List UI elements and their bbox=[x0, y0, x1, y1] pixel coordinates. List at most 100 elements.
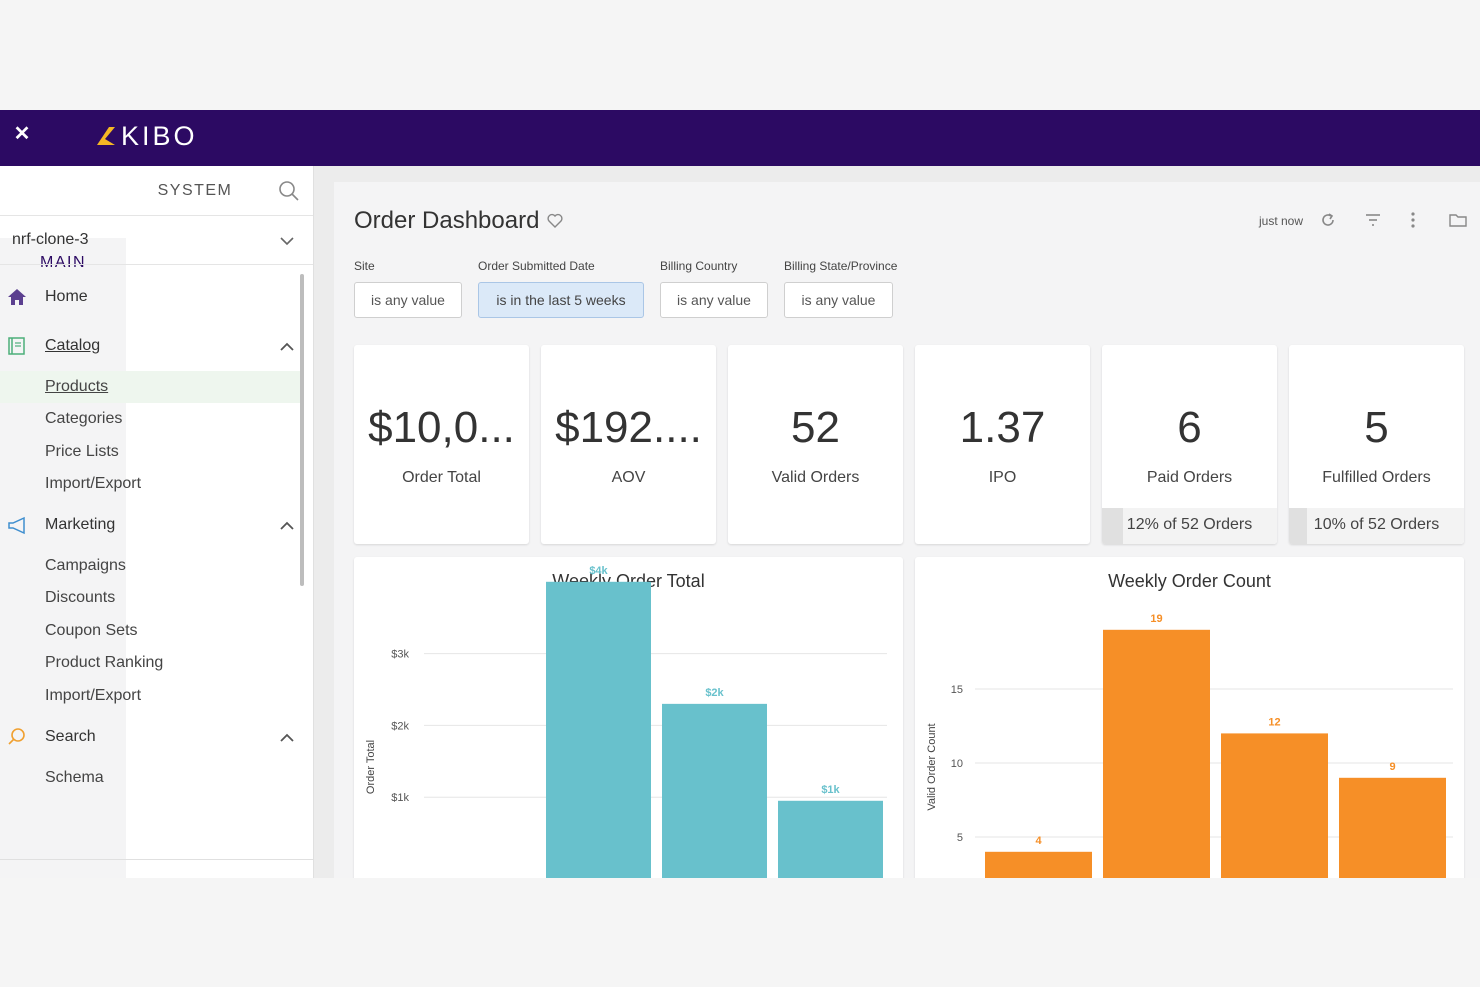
sidebar-item-schema[interactable]: Schema bbox=[0, 762, 300, 794]
tile-ipo[interactable]: 1.37 IPO bbox=[915, 345, 1090, 544]
sidebar-item-label: Import/Export bbox=[45, 687, 142, 704]
search-icon[interactable] bbox=[278, 180, 300, 202]
sidebar-item-marketing[interactable]: Marketing bbox=[0, 509, 300, 541]
sidebar-item-price-lists[interactable]: Price Lists bbox=[0, 436, 300, 468]
folder-icon[interactable] bbox=[1449, 211, 1467, 229]
filter-billing-state-button[interactable]: is any value bbox=[784, 282, 893, 318]
sidebar-item-products[interactable]: Products bbox=[0, 371, 300, 403]
filter-billing-country-button[interactable]: is any value bbox=[660, 282, 768, 318]
tile-value: 52 bbox=[791, 403, 840, 452]
sidebar-item-label: Price Lists bbox=[45, 443, 119, 460]
bar bbox=[778, 800, 883, 878]
tile-value: 6 bbox=[1177, 403, 1202, 452]
y-tick-label: $1k bbox=[391, 792, 409, 804]
filter-label: Order Submitted Date bbox=[478, 259, 595, 273]
sidebar-item-campaigns[interactable]: Campaigns bbox=[0, 550, 300, 582]
site-selector[interactable]: nrf-clone-3 bbox=[0, 216, 313, 265]
more-vertical-icon[interactable] bbox=[1404, 211, 1422, 229]
sidebar-item-label: Campaigns bbox=[45, 557, 126, 574]
tile-caption: AOV bbox=[611, 469, 646, 486]
sidebar-item-label: Schema bbox=[45, 769, 104, 786]
tile-footer-text: 12% of 52 Orders bbox=[1126, 516, 1253, 533]
kibo-logo-mark-icon bbox=[97, 127, 115, 145]
app-window: ✕ KIBO MAIN SYSTEM nrf-clone-3 bbox=[0, 110, 1480, 878]
chart-weekly-order-count[interactable]: Weekly Order Count Valid Order Count 5 10 1… bbox=[915, 557, 1464, 878]
page-title: Order Dashboard bbox=[354, 207, 540, 234]
sidebar-scrollbar[interactable] bbox=[300, 274, 304, 586]
data-label: $1k bbox=[821, 784, 840, 796]
sidebar-divider bbox=[0, 859, 314, 860]
progress-bar bbox=[1102, 508, 1123, 544]
sidebar-tabs: MAIN SYSTEM bbox=[0, 166, 313, 878]
chevron-up-icon[interactable] bbox=[279, 339, 295, 355]
data-label: 12 bbox=[1268, 716, 1280, 728]
filter-order-date-button[interactable]: is in the last 5 weeks bbox=[478, 282, 644, 318]
progress-bar bbox=[1289, 508, 1307, 544]
bar bbox=[1103, 629, 1210, 878]
filter-icon[interactable] bbox=[1364, 211, 1382, 229]
filter-site-button[interactable]: is any value bbox=[354, 282, 462, 318]
sidebar-nav: Home Catalog Products Categories bbox=[0, 266, 300, 806]
sidebar-item-home[interactable]: Home bbox=[0, 281, 300, 313]
chevron-up-icon[interactable] bbox=[279, 730, 295, 746]
brand-name: KIBO bbox=[121, 120, 198, 151]
refresh-icon[interactable] bbox=[1319, 211, 1337, 229]
bar bbox=[662, 703, 767, 878]
y-tick-label: $3k bbox=[391, 649, 409, 661]
sidebar-item-product-ranking[interactable]: Product Ranking bbox=[0, 647, 300, 679]
search-icon bbox=[8, 728, 25, 745]
home-icon bbox=[8, 289, 26, 305]
tile-fulfilled-orders[interactable]: 5 Fulfilled Orders 10% of 52 Orders bbox=[1289, 345, 1464, 544]
sidebar: MAIN SYSTEM nrf-clone-3 Home bbox=[0, 166, 314, 878]
sidebar-item-label: Categories bbox=[45, 410, 123, 427]
chart-weekly-order-total[interactable]: Weekly Order Total Order Total $1k $2k $3k $… bbox=[354, 557, 903, 878]
data-label: 9 bbox=[1389, 761, 1395, 773]
dashboard-panel: Order Dashboard just now Site is any val… bbox=[334, 182, 1480, 878]
data-label: 4 bbox=[1035, 835, 1042, 847]
sidebar-item-categories[interactable]: Categories bbox=[0, 403, 300, 435]
sidebar-item-label: Products bbox=[45, 378, 109, 395]
bar bbox=[985, 851, 1092, 878]
catalog-icon bbox=[8, 337, 25, 355]
tab-main[interactable]: MAIN bbox=[0, 238, 126, 878]
tile-caption: Fulfilled Orders bbox=[1322, 469, 1431, 486]
tile-order-total[interactable]: $10,0... Order Total bbox=[354, 345, 529, 544]
sidebar-item-marketing-import-export[interactable]: Import/Export bbox=[0, 680, 300, 712]
heart-icon[interactable] bbox=[546, 212, 564, 230]
filter-site: Site is any value bbox=[354, 259, 462, 318]
tile-footer: 12% of 52 Orders bbox=[1102, 508, 1277, 544]
sidebar-item-label: Product Ranking bbox=[45, 654, 164, 671]
tile-aov[interactable]: $192.... AOV bbox=[541, 345, 716, 544]
chart-plot: Valid Order Count 5 10 15 4 19 12 9 bbox=[926, 613, 1453, 878]
tile-valid-orders[interactable]: 52 Valid Orders bbox=[728, 345, 903, 544]
data-label: $4k bbox=[589, 565, 608, 577]
y-tick-label: 10 bbox=[951, 758, 963, 770]
sidebar-item-discounts[interactable]: Discounts bbox=[0, 582, 300, 614]
filter-order-date: Order Submitted Date is in the last 5 we… bbox=[478, 259, 644, 318]
sidebar-item-label: Home bbox=[45, 288, 88, 305]
sidebar-item-catalog-import-export[interactable]: Import/Export bbox=[0, 468, 300, 500]
tile-value: $192.... bbox=[555, 403, 702, 452]
y-axis-label: Valid Order Count bbox=[926, 723, 938, 810]
tile-caption: IPO bbox=[988, 469, 1017, 486]
sidebar-item-search[interactable]: Search bbox=[0, 721, 300, 753]
chevron-up-icon[interactable] bbox=[279, 518, 295, 534]
sidebar-item-coupon-sets[interactable]: Coupon Sets bbox=[0, 615, 300, 647]
y-tick-label: 15 bbox=[951, 684, 963, 696]
sidebar-item-label: Catalog bbox=[45, 337, 101, 354]
tile-caption: Order Total bbox=[402, 469, 481, 486]
tab-system[interactable]: SYSTEM bbox=[157, 182, 233, 199]
sidebar-item-catalog[interactable]: Catalog bbox=[0, 330, 300, 362]
sidebar-item-label: Search bbox=[45, 728, 96, 745]
close-icon[interactable]: ✕ bbox=[13, 123, 31, 145]
site-name: nrf-clone-3 bbox=[12, 231, 89, 248]
kibo-logo[interactable]: KIBO bbox=[95, 121, 198, 151]
filter-billing-country: Billing Country is any value bbox=[660, 259, 768, 318]
tile-value: $10,0... bbox=[368, 403, 515, 452]
tile-paid-orders[interactable]: 6 Paid Orders 12% of 52 Orders bbox=[1102, 345, 1277, 544]
tile-caption: Valid Orders bbox=[771, 469, 860, 486]
bar bbox=[1339, 777, 1446, 878]
tile-footer: 10% of 52 Orders bbox=[1289, 508, 1464, 544]
y-tick-label: $2k bbox=[391, 720, 409, 732]
data-label: 19 bbox=[1150, 613, 1162, 625]
